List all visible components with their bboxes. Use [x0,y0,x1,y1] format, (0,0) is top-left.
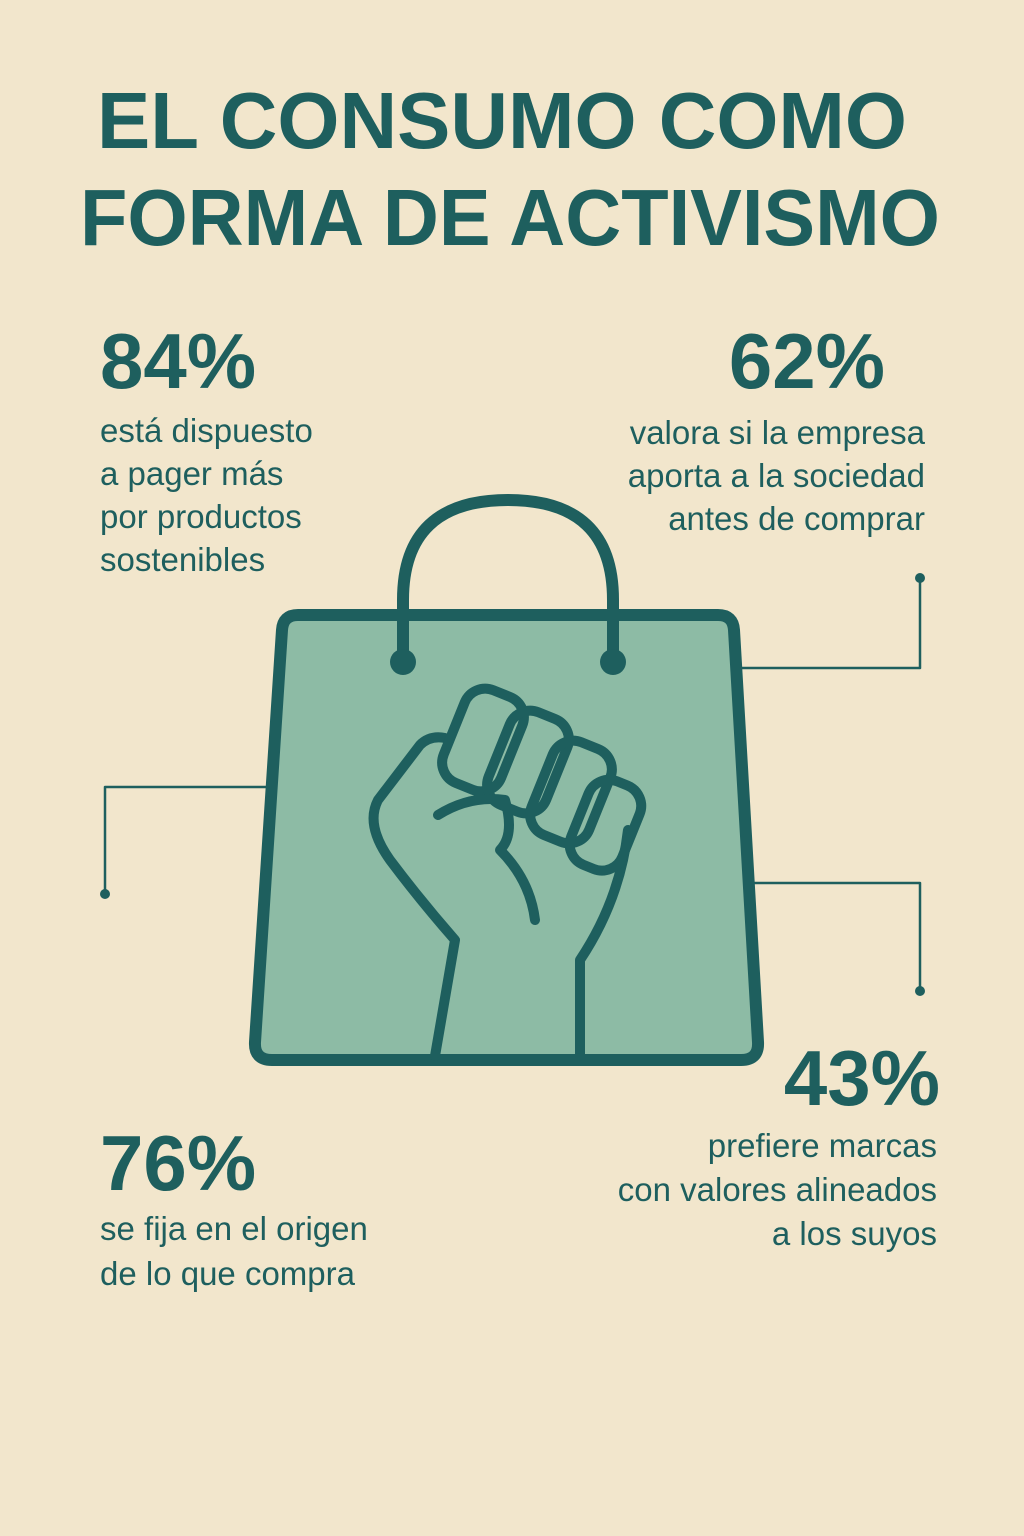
stats: 84% está dispuesto a pager más por producto… [100,317,940,1292]
stat-description: está dispuesto [100,412,313,449]
stat-description: sostenibles [100,541,265,578]
bag-icon [248,494,765,1066]
fist-outline [368,732,460,1061]
finger [525,735,617,849]
stat-description: se fija en el origen [100,1210,368,1247]
stat-description: valora si la empresa [630,414,926,451]
connector-dot [915,986,925,996]
connector [750,881,922,992]
stat-description: a los suyos [772,1215,937,1252]
stat-value: 62% [729,317,885,405]
title-line: EL CONSUMO COMO [97,76,907,165]
stat-description: de lo que compra [100,1255,356,1292]
connector-dot [915,573,925,583]
title-line: FORMA DE ACTIVISMO [80,173,940,262]
stat-description: por productos [100,498,302,535]
connector [103,785,272,895]
bag-handle [397,494,619,666]
stat-description: con valores alineados [618,1171,937,1208]
stat-description: prefiere marcas [708,1127,937,1164]
thumb [433,794,540,925]
fist [368,683,647,1061]
stat-value: 76% [100,1119,256,1207]
stat-description: antes de comprar [668,500,925,537]
stat-value: 84% [100,317,256,405]
connector-dot [100,889,110,899]
finger [564,774,647,876]
finger [437,683,529,797]
stat-description: aporta a la sociedad [628,457,925,494]
connectors [100,573,925,996]
stat-description: a pager más [100,455,283,492]
bag-rivet [600,649,626,675]
bag-rivet [390,649,416,675]
connector [733,576,922,670]
stat-value: 43% [784,1034,940,1122]
